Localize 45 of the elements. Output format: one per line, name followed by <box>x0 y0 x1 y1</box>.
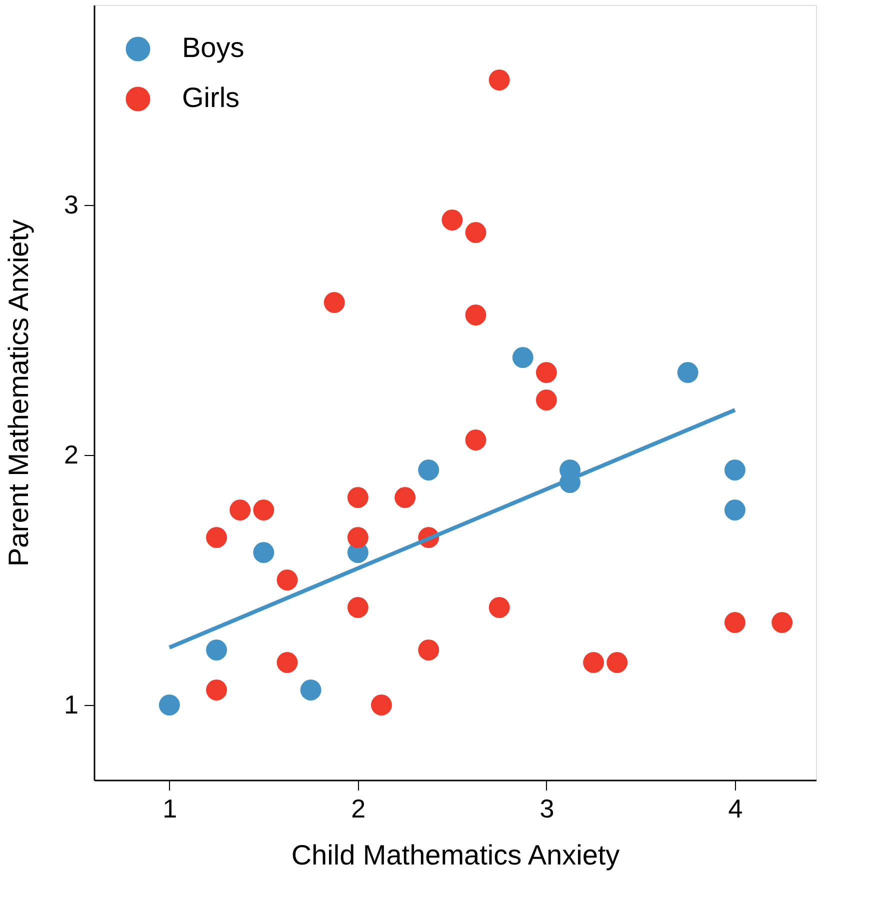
point <box>253 542 274 563</box>
point <box>253 500 274 520</box>
point <box>442 210 463 230</box>
point <box>677 362 698 383</box>
point <box>347 597 368 618</box>
point <box>206 527 228 548</box>
point <box>347 487 368 508</box>
x-tick-label: 4 <box>728 794 743 824</box>
y-tick-label: 2 <box>64 440 78 470</box>
point <box>158 694 180 716</box>
point <box>606 652 628 673</box>
y-axis-title: Parent Mathematics Anxiety <box>3 219 34 567</box>
point <box>772 612 793 633</box>
point <box>418 640 440 660</box>
point <box>512 347 534 368</box>
point <box>724 460 746 480</box>
point <box>488 70 510 90</box>
point <box>300 680 322 700</box>
point <box>347 527 368 548</box>
point <box>488 597 510 618</box>
legend-label: Girls <box>182 82 240 113</box>
point <box>206 640 228 660</box>
y-tick-label: 1 <box>64 690 78 720</box>
point <box>230 500 251 520</box>
legend-label: Boys <box>182 32 244 63</box>
point <box>465 430 486 450</box>
point <box>418 460 440 480</box>
point <box>465 304 486 326</box>
point <box>276 570 298 590</box>
x-axis-title: Child Mathematics Anxiety <box>291 840 620 870</box>
point <box>583 652 604 673</box>
point <box>724 612 746 633</box>
point <box>465 222 486 243</box>
point <box>724 500 746 520</box>
x-tick-label: 1 <box>162 794 178 824</box>
point <box>276 652 298 673</box>
point <box>394 487 416 508</box>
point <box>536 362 557 383</box>
point <box>206 680 228 700</box>
x-tick-label: 3 <box>540 794 554 824</box>
point <box>536 390 557 410</box>
point <box>324 292 345 313</box>
y-tick-label: 3 <box>64 190 78 220</box>
point <box>370 694 392 716</box>
x-tick-label: 2 <box>351 794 366 824</box>
